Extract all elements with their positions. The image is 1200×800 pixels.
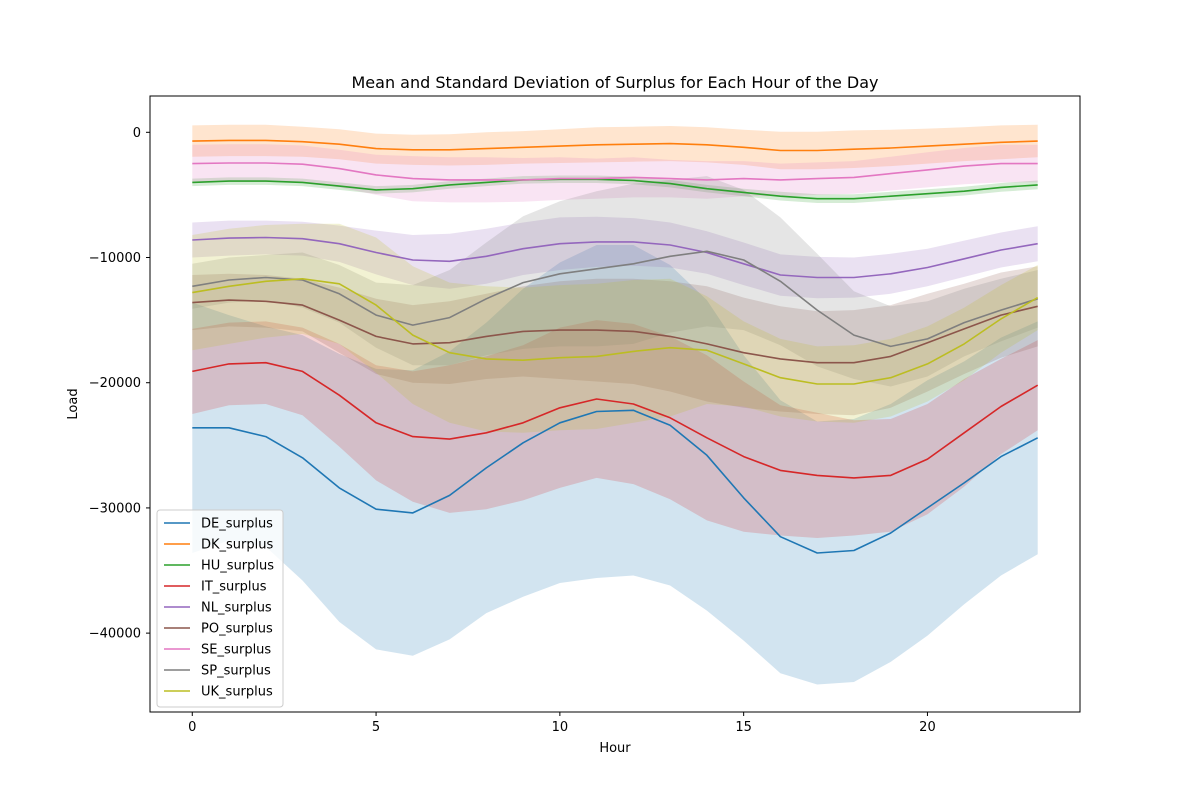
series-line-7 — [192, 162, 1038, 181]
legend: DE_surplus DK_surplus HU_surplus IT_surplus… — [156, 509, 284, 708]
x-tick-label: 15 — [735, 720, 752, 735]
y-tick-label: 0 — [133, 126, 141, 141]
y-tick-label: −30000 — [89, 501, 141, 516]
mean-lines — [192, 139, 1039, 554]
y-axis-title: Load — [66, 388, 81, 419]
x-axis-title: Hour — [599, 741, 631, 756]
x-tick-label: 0 — [188, 720, 196, 735]
series-line-8 — [192, 250, 1038, 348]
legend-label: SE_surplus — [201, 643, 271, 658]
std-band-6 — [192, 266, 1038, 416]
legend-box — [156, 509, 284, 708]
y-axis: 0 −10000 −20000 −30000 −40000 — [89, 126, 150, 642]
series-line-2 — [192, 139, 1038, 152]
std-band-9 — [192, 223, 1038, 433]
legend-label: HU_surplus — [201, 559, 274, 574]
legend-label: NL_surplus — [201, 601, 272, 616]
legend-label: DK_surplus — [201, 538, 273, 553]
std-band-2 — [192, 124, 1038, 170]
series-line-4 — [192, 361, 1039, 479]
std-bands — [192, 124, 1038, 685]
y-tick-label: −10000 — [89, 251, 141, 266]
series-line-6 — [192, 299, 1038, 364]
std-band-8 — [192, 176, 1038, 387]
y-tick-label: −40000 — [89, 627, 141, 642]
legend-label: SP_surplus — [201, 664, 271, 679]
legend-label: DE_surplus — [201, 517, 273, 532]
x-tick-label: 5 — [372, 720, 380, 735]
std-band-4 — [192, 320, 1038, 538]
plot-frame — [149, 95, 1081, 713]
std-band-7 — [192, 144, 1038, 203]
x-tick-label: 20 — [919, 720, 936, 735]
series-line-9 — [192, 277, 1039, 385]
series-line-1 — [192, 409, 1039, 554]
series-line-3 — [192, 178, 1038, 200]
y-tick-label: −20000 — [89, 376, 141, 391]
x-tick-label: 10 — [552, 720, 569, 735]
x-axis: 0 5 10 15 20 — [188, 712, 936, 735]
legend-label: IT_surplus — [201, 580, 267, 595]
legend-label: UK_surplus — [201, 685, 273, 700]
chart-title: Mean and Standard Deviation of Surplus f… — [352, 73, 879, 92]
legend-label: PO_surplus — [201, 622, 273, 637]
series-line-5 — [192, 236, 1038, 279]
std-band-1 — [192, 245, 1038, 685]
std-band-3 — [192, 175, 1038, 203]
